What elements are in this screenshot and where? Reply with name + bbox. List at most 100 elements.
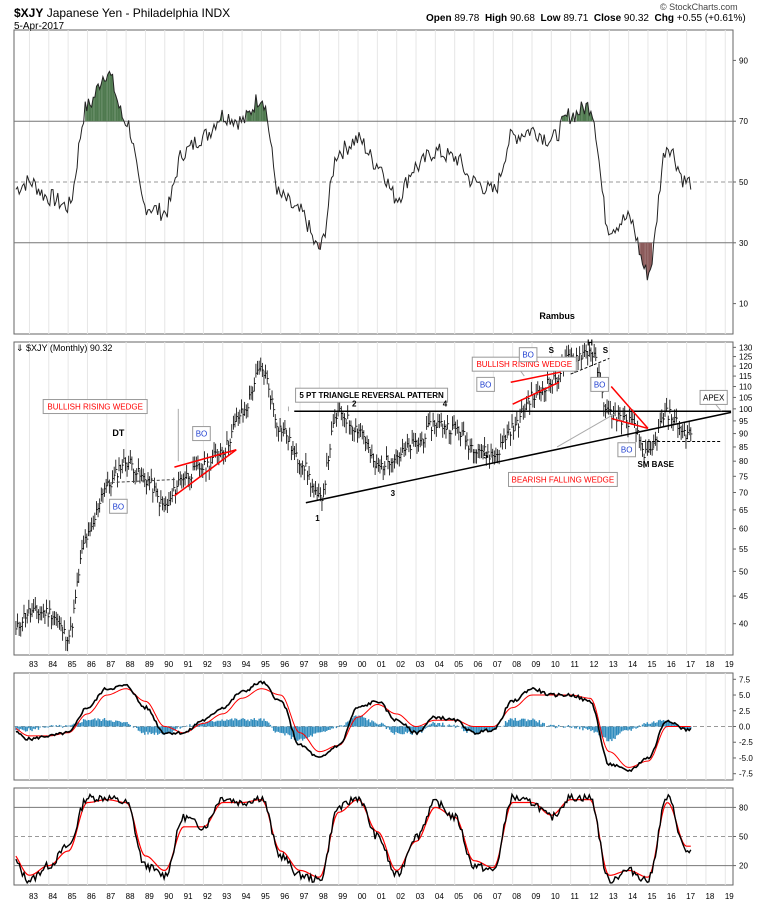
time-axis-label: 91 [184,892,193,901]
symbol: $XJY [14,6,44,20]
time-axis-label: 02 [396,892,405,901]
rsi-overbought-fill [112,74,115,122]
double-top-neckline [106,478,177,484]
close-value: 90.32 [623,13,649,24]
time-axis-label: 84 [48,660,57,669]
wedge-upper-line [510,371,562,384]
time-axis-label: 95 [261,892,270,901]
change-value: +0.55 (+0.61%) [676,13,746,24]
rsi-overbought-fill [114,91,116,122]
chart-symbol-title: $XJY Japanese Yen - Philadelphia INDX [14,6,230,20]
bullish-rising-wedge-label-box [42,399,148,415]
rsi-overbought-fill [110,74,113,122]
time-axis-label: 09 [532,660,541,669]
time-axis-label: 10 [551,660,560,669]
time-axis-label: 06 [474,892,483,901]
rsi-overbought-fill [104,80,107,122]
rsi-overbought-fill [565,115,567,122]
breakout-label-box [590,376,609,392]
open-value: 89.78 [454,13,480,24]
time-axis-label: 91 [184,660,193,669]
time-axis-label: 96 [280,660,289,669]
time-axis-label: 97 [300,660,309,669]
stoch-tick-label: 50 [739,833,748,842]
time-axis-label: 86 [87,892,96,901]
time-axis-label: 85 [68,660,77,669]
rsi-overbought-fill [107,71,110,122]
rsi-overbought-fill [96,83,99,122]
rsi-overbought-fill [249,110,252,122]
time-axis-label: 15 [648,892,657,901]
time-axis-label: 10 [551,892,560,901]
breakout-label: BO [594,380,606,389]
breakout-label: BO [522,351,534,360]
time-axis-label: 88 [126,660,135,669]
bullish-rising-wedge-label: BULLISH RISING WEDGE [476,360,572,369]
rsi-overbought-fill [106,74,108,122]
rsi-oversold-fill [318,242,321,250]
rsi-oversold-fill [645,242,648,281]
rsi-overbought-fill [99,83,102,122]
price-tick-label: 90 [739,430,748,439]
bullish-rising-wedge-label: BULLISH RISING WEDGE [47,403,143,412]
time-axis-label: 18 [705,892,714,901]
apex-label-box [699,389,728,405]
rsi-tick-label: 30 [739,239,748,248]
rsi-overbought-fill [109,71,111,122]
breakout-label-box [192,426,211,442]
time-axis-label: 87 [106,892,115,901]
rsi-overbought-fill [117,100,120,122]
time-axis-label: 94 [242,660,251,669]
time-axis-label: 92 [203,660,212,669]
price-tick-label: 55 [739,545,748,554]
breakout-label-box [617,442,636,458]
stochastic-signal-line [15,798,691,878]
price-tick-label: 60 [739,525,748,534]
time-axis-label: 96 [280,892,289,901]
watermark: © StockCharts.com [660,2,738,12]
triangle-point-label: 1 [315,514,320,523]
time-axis-label: 87 [106,660,115,669]
time-axis-label: 08 [512,660,521,669]
time-axis-label: 93 [222,892,231,901]
breakout-label-box [476,376,495,392]
shoulder-label: S [549,346,555,355]
triangle-pattern-label-box [295,387,449,403]
rsi-overbought-fill [119,106,121,122]
time-axis-label: 07 [493,892,502,901]
time-axis-label: 14 [628,660,637,669]
time-axis-label: 17 [686,892,695,901]
rsi-oversold-fill [647,242,649,281]
rsi-overbought-fill [260,101,263,122]
stoch-tick-label: 20 [739,862,748,871]
price-tick-label: 50 [739,567,748,576]
ohlc-readout: Open 89.78 High 90.68 Low 89.71 Close 90… [426,13,746,24]
high-value: 90.68 [509,13,535,24]
time-axis-label: 03 [416,660,425,669]
head-label: H [587,339,593,348]
falling-wedge-lower-line [611,417,649,430]
small-base-label: SM BASE [637,460,674,469]
time-axis-label: 95 [261,660,270,669]
rsi-overbought-fill [257,105,260,122]
price-tick-label: 75 [739,472,748,481]
time-axis-label: 06 [474,660,483,669]
callout-pointer [556,413,616,448]
time-axis-label: 88 [126,892,135,901]
macd-tick-label: 0.0 [739,723,751,732]
price-panel-frame [13,341,734,656]
price-tick-label: 115 [739,372,752,381]
rsi-overbought-fill [91,97,94,122]
time-axis-label: 02 [396,660,405,669]
rsi-tick-label: 90 [739,56,748,65]
rsi-overbought-fill [246,110,248,122]
wedge-lower-line [512,381,560,405]
macd-tick-label: -7.5 [739,770,753,779]
time-axis-label: 19 [725,892,734,901]
time-axis-label: 18 [705,660,714,669]
double-top-label: DT [112,428,124,438]
triangle-point-label: 4 [443,400,448,409]
price-tick-label: 120 [739,362,753,371]
time-axis-label: 04 [435,892,444,901]
